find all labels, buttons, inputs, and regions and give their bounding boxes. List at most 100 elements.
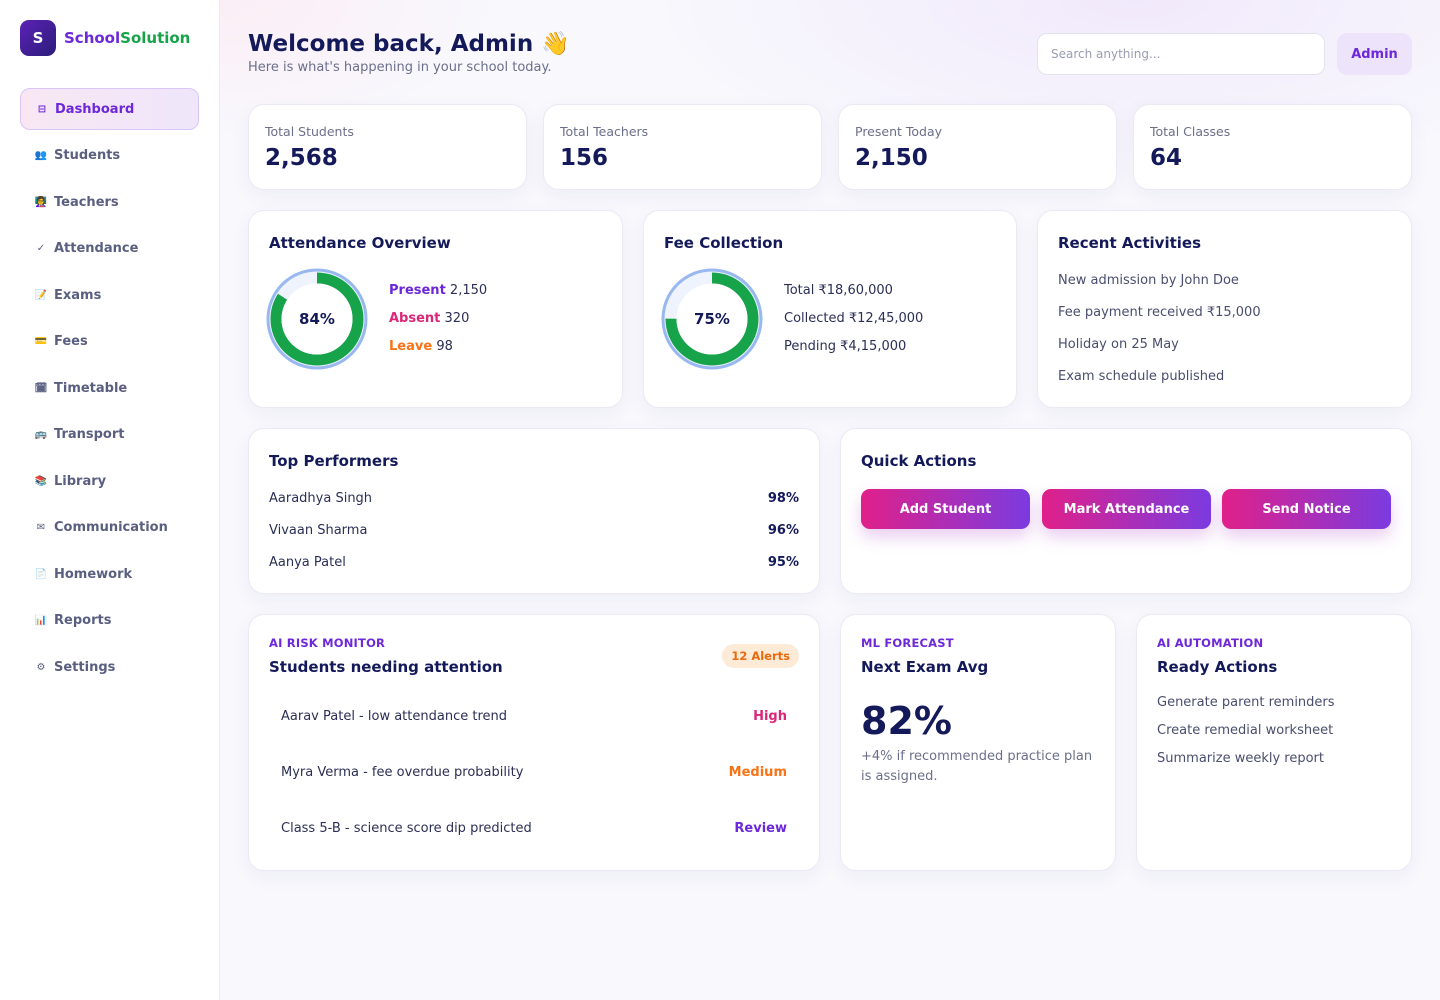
legend-absent-value: 320 (444, 311, 470, 326)
attendance-donut-chart (266, 268, 368, 370)
card-title: Next Exam Avg (861, 658, 989, 676)
gear-icon: ⚙ (36, 661, 46, 673)
risk-text: Class 5-B - science score dip predicted (281, 821, 532, 836)
mail-icon: ✉ (36, 522, 46, 533)
sidebar-item-library[interactable]: 📚 Library (20, 460, 199, 502)
card-eyebrow: AI RISK MONITOR (269, 636, 386, 650)
legend-absent-label: Absent (389, 311, 441, 326)
performer-list: Aaradhya Singh 98% Vivaan Sharma 96% Aanya… (269, 491, 799, 587)
sidebar-item-homework[interactable]: 📄 Homework (20, 553, 199, 595)
sidebar-item-label: Settings (54, 659, 116, 675)
mark-attendance-button[interactable]: Mark Attendance (1042, 489, 1211, 529)
sidebar-item-label: Homework (54, 566, 133, 582)
donut-progress-arc (665, 272, 759, 366)
card-title: Quick Actions (861, 452, 977, 470)
risk-level: High (753, 709, 787, 724)
admin-profile-button[interactable]: Admin (1337, 33, 1412, 75)
sidebar-item-transport[interactable]: 🚌 Transport (20, 414, 199, 456)
ml-forecast-card: ML FORECAST Next Exam Avg 82% +4% if rec… (840, 614, 1116, 871)
forecast-value: 82% (861, 699, 952, 743)
attendance-percent: 84% (299, 310, 335, 328)
ready-action-item[interactable]: Generate parent reminders (1157, 695, 1335, 710)
sidebar-item-communication[interactable]: ✉ Communication (20, 507, 199, 549)
sidebar-item-label: Teachers (54, 194, 119, 210)
stat-label: Total Teachers (560, 124, 649, 139)
legend-leave-value: 98 (436, 339, 453, 354)
dashboard-icon: ⊟ (37, 103, 47, 115)
sidebar-item-timetable[interactable]: 🗓 Timetable (20, 367, 199, 409)
performer-score: 96% (767, 523, 799, 538)
fee-pending: Pending ₹4,15,000 (784, 339, 907, 354)
sidebar-item-label: Communication (54, 520, 168, 535)
fee-collection-card: Fee Collection 75% Total ₹18,60,000 Coll… (643, 210, 1017, 408)
stat-card-present: Present Today 2,150 (838, 104, 1117, 190)
sidebar-item-fees[interactable]: 💳 Fees (20, 321, 199, 363)
students-icon: 👥 (34, 150, 48, 161)
top-performers-card: Top Performers Aaradhya Singh 98% Vivaan … (248, 428, 820, 594)
teachers-icon: 👩‍🏫 (34, 196, 48, 208)
performer-name: Aaradhya Singh (269, 491, 373, 506)
sidebar-item-label: Students (54, 148, 121, 163)
search-input[interactable] (1037, 33, 1325, 75)
donut-center (676, 283, 748, 355)
card-icon: 💳 (34, 336, 48, 347)
fee-legend: Total ₹18,60,000 Collected ₹12,45,000 Pe… (784, 283, 923, 367)
risk-text: Myra Verma - fee overdue probability (281, 765, 524, 780)
risk-level: Review (734, 821, 787, 836)
activity-list: New admission by John Doe Fee payment re… (1058, 273, 1261, 401)
send-notice-button[interactable]: Send Notice (1222, 489, 1391, 529)
page-subtitle: Here is what's happening in your school … (248, 60, 552, 75)
page-title: Welcome back, Admin 👋 (248, 31, 570, 57)
bar-chart-icon: 📊 (34, 615, 48, 626)
performer-name: Vivaan Sharma (269, 523, 368, 538)
performer-row: Aanya Patel 95% (269, 555, 799, 587)
ai-risk-monitor-card: AI RISK MONITOR Students needing attenti… (248, 614, 820, 871)
card-title: Fee Collection (664, 234, 784, 252)
ready-action-item[interactable]: Create remedial worksheet (1157, 723, 1334, 738)
stat-value: 2,568 (265, 145, 338, 171)
risk-row[interactable]: Class 5-B - science score dip predicted … (281, 821, 787, 841)
sidebar-item-reports[interactable]: 📊 Reports (20, 600, 199, 642)
sidebar-item-students[interactable]: 👥 Students (20, 135, 199, 177)
performer-name: Aanya Patel (269, 555, 346, 570)
card-title: Ready Actions (1157, 658, 1278, 676)
forecast-note: +4% if recommended practice plan is assi… (861, 749, 1093, 784)
performer-row: Aaradhya Singh 98% (269, 491, 799, 523)
ready-action-item[interactable]: Summarize weekly report (1157, 751, 1324, 766)
stat-label: Total Students (265, 124, 354, 139)
sidebar-item-dashboard[interactable]: ⊟ Dashboard (20, 88, 199, 130)
brand-name-part-b: Solution (120, 29, 191, 47)
legend-leave-label: Leave (389, 339, 433, 354)
stat-card-students: Total Students 2,568 (248, 104, 527, 190)
sidebar-nav: ⊟ Dashboard 👥 Students 👩‍🏫 Teachers ✓ Attendanc… (20, 88, 199, 693)
alerts-badge[interactable]: 12 Alerts (722, 644, 799, 668)
sidebar-item-settings[interactable]: ⚙ Settings (20, 646, 199, 688)
sidebar-item-label: Library (54, 473, 107, 489)
brand-name-part-a: School (64, 29, 121, 47)
sidebar-item-label: Transport (54, 427, 125, 442)
sidebar-item-exams[interactable]: 📝 Exams (20, 274, 199, 316)
bus-icon: 🚌 (34, 429, 48, 440)
risk-row[interactable]: Aarav Patel - low attendance trend High (281, 709, 787, 729)
risk-text: Aarav Patel - low attendance trend (281, 709, 507, 724)
sidebar-item-label: Reports (54, 613, 112, 628)
fee-donut-chart (661, 268, 763, 370)
sidebar-item-teachers[interactable]: 👩‍🏫 Teachers (20, 181, 199, 223)
brand[interactable]: S SchoolSolution (20, 20, 190, 56)
stat-value: 64 (1150, 145, 1183, 171)
brand-name: SchoolSolution (64, 29, 190, 47)
sidebar-item-attendance[interactable]: ✓ Attendance (20, 228, 199, 270)
quick-actions-card: Quick Actions Add Student Mark Attendanc… (840, 428, 1412, 594)
exams-icon: 📝 (34, 289, 48, 301)
card-eyebrow: ML FORECAST (861, 636, 954, 650)
performer-score: 95% (767, 555, 799, 570)
add-student-button[interactable]: Add Student (861, 489, 1030, 529)
stat-card-teachers: Total Teachers 156 (543, 104, 822, 190)
stat-value: 2,150 (855, 145, 928, 171)
fee-collected: Collected ₹12,45,000 (784, 311, 924, 326)
stat-value: 156 (560, 145, 609, 171)
risk-row[interactable]: Myra Verma - fee overdue probability Med… (281, 765, 787, 785)
attendance-overview-card: Attendance Overview 84% Present 2,150 Ab… (248, 210, 623, 408)
ai-automation-card: AI AUTOMATION Ready Actions Generate par… (1136, 614, 1412, 871)
fee-total: Total ₹18,60,000 (784, 283, 893, 298)
